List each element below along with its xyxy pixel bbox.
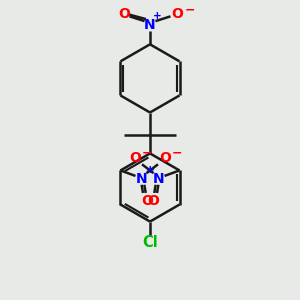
Text: O: O (171, 7, 183, 21)
Text: O: O (129, 151, 141, 164)
Text: +: + (146, 165, 154, 175)
Text: N: N (136, 172, 147, 186)
Text: +: + (146, 165, 154, 175)
Text: O: O (141, 194, 153, 208)
Text: −: − (184, 3, 195, 16)
Text: O: O (118, 7, 130, 21)
Text: O: O (159, 151, 171, 164)
Text: Cl: Cl (142, 235, 158, 250)
Text: O: O (147, 194, 159, 208)
Text: +: + (153, 11, 162, 21)
Text: N: N (144, 18, 156, 32)
Text: −: − (142, 147, 152, 160)
Text: −: − (172, 147, 182, 160)
Text: N: N (153, 172, 164, 186)
